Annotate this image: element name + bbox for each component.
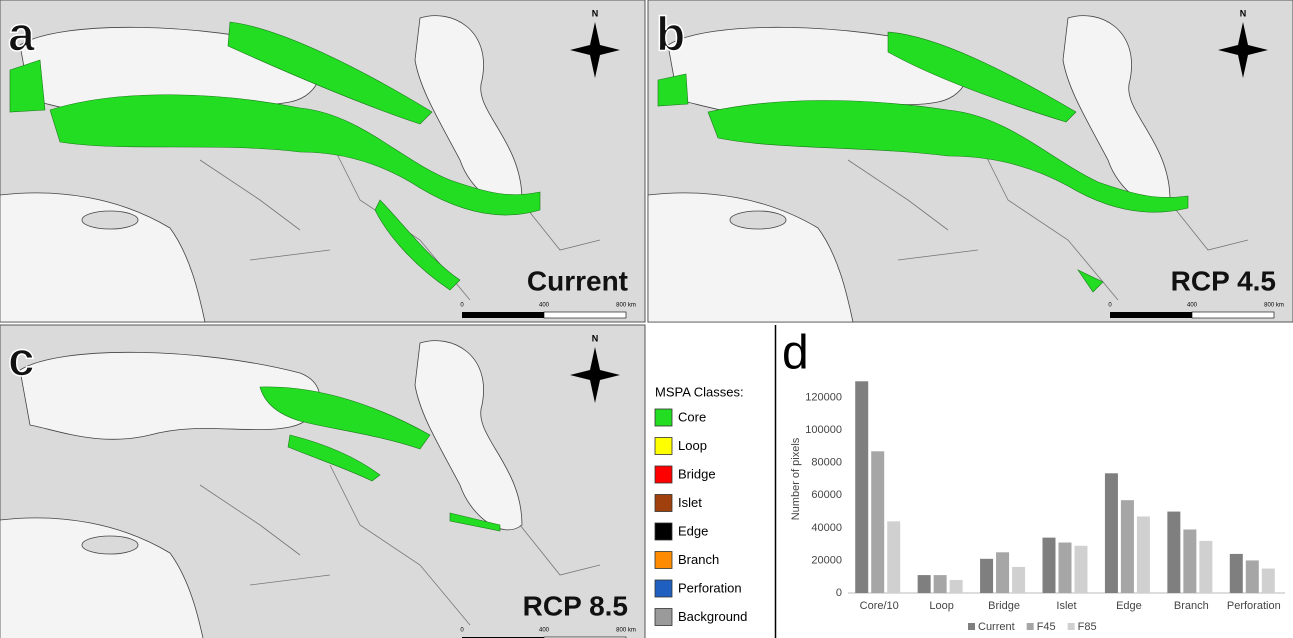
legend-label: Core xyxy=(678,409,706,424)
x-tick-label: Islet xyxy=(1056,600,1076,612)
bar xyxy=(1012,567,1025,593)
y-tick-label: 120000 xyxy=(805,391,842,403)
legend-swatch xyxy=(968,623,975,630)
panel-label: a xyxy=(8,9,35,62)
legend-swatch xyxy=(655,466,672,483)
north-label: N xyxy=(1240,8,1247,18)
y-tick-label: 40000 xyxy=(811,522,842,534)
north-label: N xyxy=(592,333,599,343)
chart-panel: d 0 20000 40000 60000 80000 100000 120000 Number… xyxy=(776,325,1286,638)
bar xyxy=(1183,529,1196,593)
bar xyxy=(1246,560,1259,593)
legend-label: Bridge xyxy=(678,466,716,481)
cyprus xyxy=(730,211,786,229)
bar xyxy=(1043,538,1056,593)
legend-label: F45 xyxy=(1037,621,1056,633)
y-tick-label: 0 xyxy=(836,587,842,599)
legend-label: F85 xyxy=(1078,621,1097,633)
legend-swatch xyxy=(655,495,672,512)
x-tick-label: Perforation xyxy=(1227,600,1281,612)
scale-bar-black xyxy=(1110,312,1192,318)
scale-label: 400 xyxy=(539,628,550,634)
bar xyxy=(950,580,963,593)
bar xyxy=(1121,500,1134,593)
habitat-core xyxy=(658,74,688,106)
bar xyxy=(1059,543,1072,593)
figure: aCurrentN0400800 kmbRCP 4.5N0400800 kmcR… xyxy=(0,0,1293,638)
bar xyxy=(980,559,993,593)
panel-label: b xyxy=(656,9,685,62)
bar xyxy=(871,451,884,593)
bar xyxy=(1105,473,1118,593)
scenario-label: RCP 8.5 xyxy=(523,590,628,621)
scale-label: 800 km xyxy=(1264,303,1284,309)
bar xyxy=(1075,546,1088,593)
scenario-label: RCP 4.5 xyxy=(1171,265,1276,296)
bar xyxy=(918,575,931,593)
bar xyxy=(887,521,900,593)
legend-swatch xyxy=(655,580,672,597)
cyprus xyxy=(82,211,138,229)
scale-bar-white xyxy=(1192,312,1274,318)
panel-label: c xyxy=(8,334,35,387)
scale-label: 800 km xyxy=(616,628,636,634)
north-label: N xyxy=(592,8,599,18)
scale-bar-white xyxy=(544,312,626,318)
legend-panel: MSPA Classes: Core Loop Bridge Islet Edge Bran… xyxy=(655,384,747,625)
legend-label: Background xyxy=(678,609,747,624)
y-tick-label: 60000 xyxy=(811,489,842,501)
bar xyxy=(934,575,947,593)
map-panel: cRCP 8.5N0400800 km xyxy=(0,325,645,638)
y-tick-label: 20000 xyxy=(811,554,842,566)
bar xyxy=(855,381,868,593)
legend-swatch xyxy=(1068,623,1075,630)
legend-swatch xyxy=(1027,623,1034,630)
legend-label: Edge xyxy=(678,523,708,538)
bar xyxy=(1230,554,1243,593)
bar xyxy=(1262,569,1275,593)
legend-label: Branch xyxy=(678,552,719,567)
cyprus xyxy=(82,536,138,554)
x-tick-label: Bridge xyxy=(988,600,1020,612)
y-axis-label: Number of pixels xyxy=(790,437,802,520)
scale-label: 800 km xyxy=(616,303,636,309)
bar xyxy=(1199,541,1212,593)
legend-title: MSPA Classes: xyxy=(655,384,744,399)
scale-label: 400 xyxy=(1187,303,1198,309)
legend-swatch xyxy=(655,523,672,540)
panel-label: d xyxy=(782,327,809,380)
bar xyxy=(996,552,1009,593)
legend-label: Perforation xyxy=(678,580,742,595)
y-tick-label: 100000 xyxy=(805,424,842,436)
x-tick-label: Edge xyxy=(1116,600,1142,612)
legend-label: Loop xyxy=(678,438,707,453)
bar xyxy=(1137,516,1150,593)
legend-label: Current xyxy=(978,621,1015,633)
legend-swatch xyxy=(655,409,672,426)
legend-swatch xyxy=(655,609,672,626)
y-tick-label: 80000 xyxy=(811,457,842,469)
scale-bar-black xyxy=(462,312,544,318)
x-tick-label: Branch xyxy=(1174,600,1209,612)
bar xyxy=(1167,512,1180,593)
scale-label: 400 xyxy=(539,303,550,309)
legend-swatch xyxy=(655,438,672,455)
x-tick-label: Loop xyxy=(929,600,953,612)
scenario-label: Current xyxy=(527,265,628,296)
x-tick-label: Core/10 xyxy=(860,600,899,612)
legend-swatch xyxy=(655,552,672,569)
legend-label: Islet xyxy=(678,495,702,510)
